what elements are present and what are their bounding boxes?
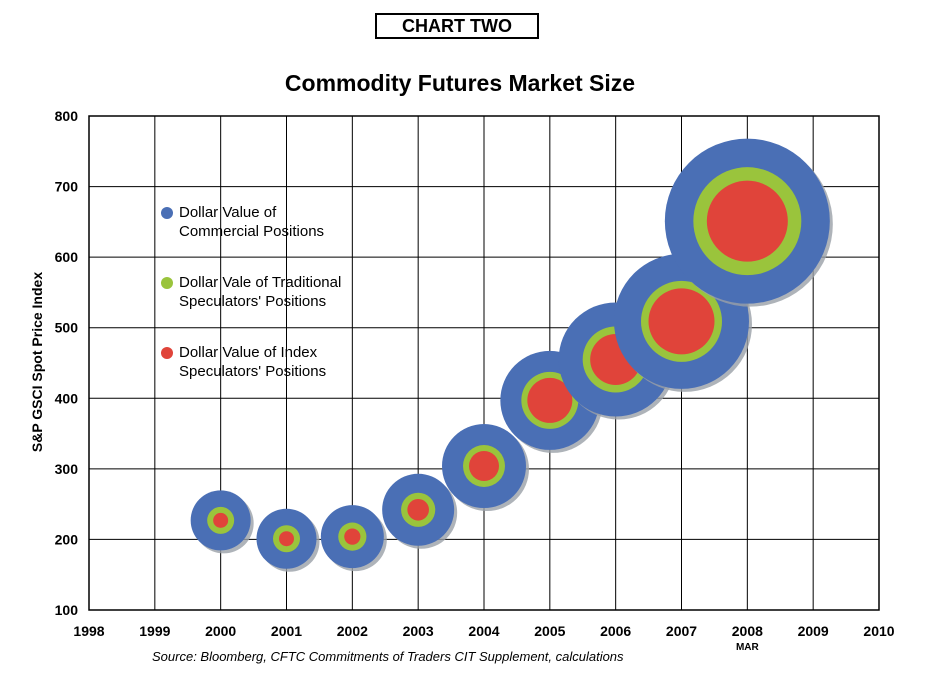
bubble-index xyxy=(527,377,573,423)
y-tick-label: 500 xyxy=(55,320,79,336)
bubble-index xyxy=(213,512,229,528)
y-tick-label: 700 xyxy=(55,179,79,195)
x-tick-label: 2004 xyxy=(468,623,499,639)
legend-text-line: Dollar Vale of Traditional xyxy=(179,274,342,291)
legend-marker-commercial xyxy=(161,207,173,219)
x-tick-label: 2006 xyxy=(600,623,631,639)
legend-text-line: Dollar Value of xyxy=(179,204,277,221)
chart-title: Commodity Futures Market Size xyxy=(284,70,636,96)
x-tick-label: 2002 xyxy=(337,623,368,639)
y-tick-label: 300 xyxy=(55,461,79,477)
chart-label-box: CHART TWO xyxy=(375,13,539,39)
x-tick-label: 2005 xyxy=(534,623,565,639)
x-tick-label: 1998 xyxy=(73,623,104,639)
x-tick-label: 2001 xyxy=(271,623,302,639)
x-tick-label: 2008 xyxy=(732,623,763,639)
x-tick-label: 2000 xyxy=(205,623,236,639)
y-tick-label: 400 xyxy=(55,390,79,406)
x-tick-label: 2010 xyxy=(863,623,894,639)
source-note: Source: Bloomberg, CFTC Commitments of T… xyxy=(152,649,624,664)
y-tick-labels: 100 200 300 400 500 600 700 800 xyxy=(55,108,79,618)
legend-text-line: Dollar Value of Index xyxy=(179,344,318,361)
plot-border xyxy=(88,115,880,611)
y-tick-label: 200 xyxy=(55,531,79,547)
legend-item-traditional: Dollar Vale of Traditional Speculators' … xyxy=(160,273,341,311)
x-tick-labels: 1998 1999 2000 2001 2002 2003 2004 2005 2006 2007… xyxy=(73,623,894,653)
legend-marker-index xyxy=(161,347,173,359)
bubble-index xyxy=(706,180,788,262)
bubble-index xyxy=(279,531,294,547)
x-tick-label: 1999 xyxy=(139,623,170,639)
y-tick-label: 800 xyxy=(55,108,79,124)
bubbles xyxy=(190,138,833,572)
y-tick-label: 100 xyxy=(55,602,79,618)
legend-item-commercial: Dollar Value of Commercial Positions xyxy=(160,203,341,241)
legend-text-line: Speculators' Positions xyxy=(179,293,327,310)
legend-item-index: Dollar Value of Index Speculators' Posit… xyxy=(160,343,341,381)
x-annotation-mar: MAR xyxy=(736,642,760,653)
legend-text-line: Speculators' Positions xyxy=(179,363,327,380)
legend-text-line: Commercial Positions xyxy=(179,223,325,240)
plot-frame xyxy=(88,115,880,611)
bubble-index xyxy=(407,498,429,521)
legend: Dollar Value of Commercial Positions Dol… xyxy=(160,203,341,413)
x-tick-label: 2003 xyxy=(403,623,434,639)
legend-marker-traditional xyxy=(161,277,173,289)
x-tick-label: 2009 xyxy=(798,623,829,639)
y-tick-label: 600 xyxy=(55,249,79,265)
bubble-index xyxy=(344,528,361,545)
bubble-index xyxy=(648,288,715,355)
x-tick-label: 2007 xyxy=(666,623,697,639)
bubble-index xyxy=(469,451,499,482)
